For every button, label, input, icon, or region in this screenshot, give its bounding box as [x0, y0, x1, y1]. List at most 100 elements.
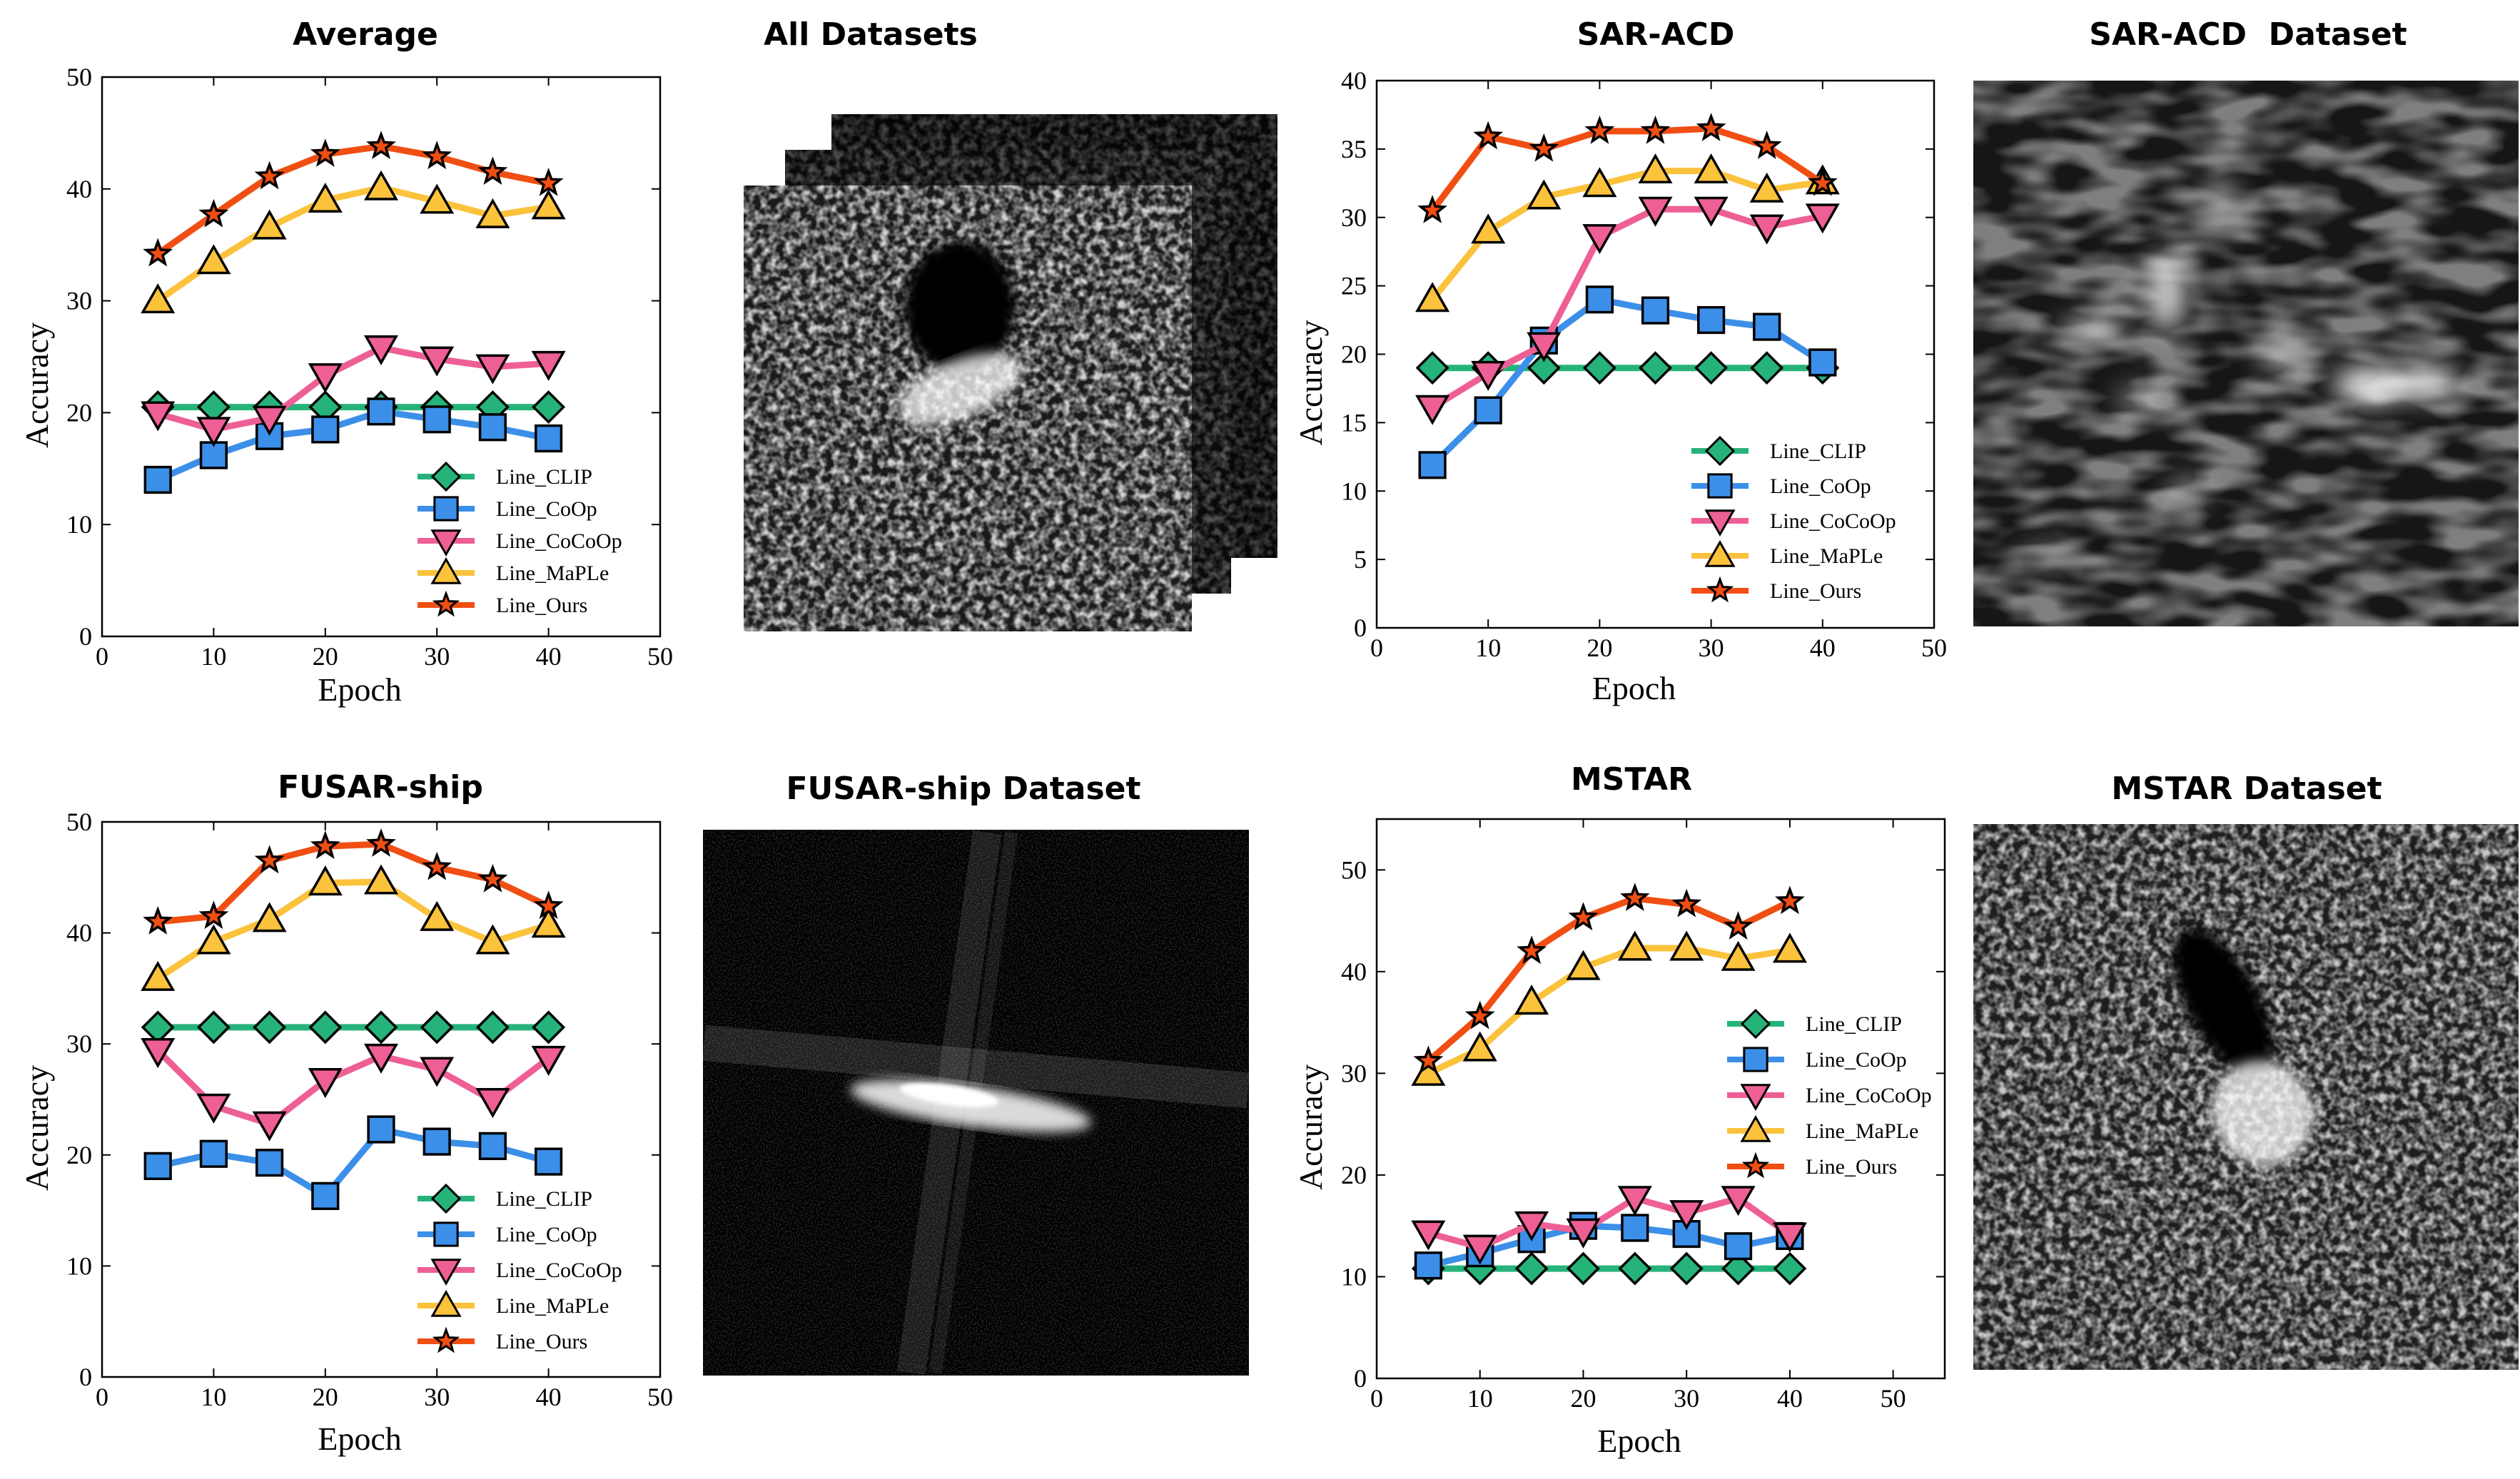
data-point-line-ours — [310, 138, 340, 167]
data-point-line-coop — [535, 424, 563, 453]
data-point-line-maple — [141, 283, 176, 314]
image-title-mstar: MSTAR Dataset — [2111, 771, 2382, 807]
y-tick-label: 30 — [1341, 203, 1367, 232]
data-point-line-ours — [254, 845, 285, 874]
legend-marker-line-coop — [1707, 473, 1733, 499]
data-point-line-clip — [1566, 1251, 1600, 1286]
x-tick-label: 0 — [96, 642, 108, 671]
y-tick-label: 15 — [1341, 408, 1367, 437]
data-point-line-cocoop — [252, 1111, 287, 1142]
data-point-line-clip — [1694, 351, 1729, 385]
image-panel-sar-acd: SAR-ACD Dataset — [1973, 16, 2519, 626]
y-tick-label: 20 — [1341, 340, 1367, 369]
data-point-line-clip — [364, 1010, 398, 1045]
data-point-line-coop — [1724, 1232, 1753, 1261]
data-point-line-clip — [141, 1010, 175, 1045]
legend-marker-line-maple — [430, 556, 462, 584]
fusar-ship-image — [702, 830, 1250, 1376]
data-point-line-ours — [254, 161, 285, 190]
data-point-line-maple — [1669, 930, 1704, 961]
data-point-line-ours — [366, 828, 396, 857]
image-title-all-datasets: All Datasets — [764, 16, 978, 53]
data-point-line-ours — [1619, 883, 1650, 911]
legend-label-line-cocoop: Line_CoCoOp — [1806, 1084, 1932, 1107]
legend-label-line-cocoop: Line_CoCoOp — [496, 1259, 622, 1282]
x-tick-label: 50 — [647, 1383, 673, 1411]
data-point-line-cocoop — [196, 1093, 231, 1124]
series-line-cocoop — [1411, 1186, 1807, 1265]
data-point-line-coop — [478, 1132, 507, 1160]
data-point-line-clip — [1618, 1251, 1652, 1286]
legend: Line_CLIP Line_CoOp Line_CoCoOp Line_MaPLe L… — [1691, 435, 1896, 603]
data-point-line-cocoop — [531, 350, 566, 381]
data-point-line-coop — [1414, 1251, 1442, 1280]
data-point-line-clip — [253, 1010, 287, 1045]
data-point-line-coop — [1808, 348, 1837, 377]
data-point-line-cocoop — [1566, 1218, 1601, 1249]
legend-marker-line-maple — [1740, 1114, 1771, 1142]
series-line-coop — [143, 1115, 563, 1210]
data-point-line-coop — [255, 1149, 284, 1177]
data-point-line-cocoop — [1617, 1186, 1652, 1216]
data-point-line-ours — [1529, 133, 1559, 162]
y-tick-label: 20 — [66, 1141, 92, 1169]
legend-marker-line-coop — [433, 496, 459, 522]
data-point-line-maple — [196, 244, 231, 275]
data-point-line-cocoop — [141, 401, 176, 432]
data-point-line-cocoop — [1514, 1211, 1549, 1241]
x-tick-label: 50 — [647, 642, 673, 671]
data-point-line-maple — [196, 924, 231, 955]
legend-label-line-ours: Line_Ours — [1770, 579, 1861, 603]
x-tick-label: 20 — [1570, 1384, 1596, 1413]
data-point-line-maple — [531, 908, 566, 938]
image-title-fusar-ship: FUSAR-ship Dataset — [786, 771, 1140, 807]
legend-label-line-ours: Line_Ours — [1806, 1155, 1897, 1179]
series-line-cocoop — [141, 1038, 566, 1142]
legend-marker-line-cocoop — [430, 1259, 462, 1286]
legend-marker-line-clip — [1740, 1008, 1771, 1040]
x-tick-label: 10 — [201, 1383, 226, 1411]
data-point-line-coop — [143, 1152, 172, 1180]
legend-label-line-coop: Line_CoOp — [1806, 1048, 1907, 1072]
data-point-line-cocoop — [1638, 196, 1673, 227]
data-point-line-cocoop — [1721, 1186, 1756, 1216]
legend-marker-line-ours — [1741, 1152, 1770, 1179]
data-point-line-cocoop — [1772, 1222, 1807, 1253]
data-point-line-ours — [1671, 888, 1702, 918]
y-tick-label: 0 — [79, 622, 92, 651]
x-tick-label: 40 — [1777, 1384, 1803, 1413]
legend-marker-line-cocoop — [1704, 509, 1736, 537]
data-point-line-ours — [1696, 113, 1726, 141]
legend: Line_CLIP Line_CoOp Line_CoCoOp Line_MaPLe L… — [1727, 1008, 1932, 1179]
x-axis-label: Epoch — [318, 1420, 402, 1457]
data-point-line-cocoop — [1749, 214, 1784, 245]
y-tick-label: 0 — [1354, 614, 1367, 642]
data-point-line-cocoop — [363, 1043, 399, 1074]
data-point-line-cocoop — [1694, 196, 1729, 227]
legend-marker-line-ours — [1706, 576, 1734, 603]
legend-label-line-clip: Line_CLIP — [1770, 439, 1866, 463]
data-point-line-clip — [1773, 1251, 1807, 1286]
plot-frame — [1375, 818, 1946, 1380]
data-point-line-maple — [1772, 932, 1807, 963]
series-line-ours — [143, 131, 564, 267]
data-point-line-cocoop — [531, 1045, 566, 1076]
series-line-maple — [1415, 153, 1840, 312]
data-point-line-maple — [1721, 940, 1756, 971]
data-point-line-ours — [198, 198, 229, 228]
x-tick-label: 20 — [313, 642, 338, 671]
x-tick-label: 0 — [1370, 634, 1383, 662]
series-line-ours — [1413, 883, 1805, 1074]
y-tick-label: 40 — [66, 919, 92, 947]
legend-marker-line-coop — [1743, 1047, 1768, 1072]
x-tick-label: 30 — [1674, 1384, 1699, 1413]
data-point-line-maple — [1471, 213, 1506, 244]
data-point-line-ours — [1464, 1000, 1495, 1030]
x-tick-label: 40 — [536, 1383, 562, 1411]
y-axis-label: Accuracy — [19, 1065, 55, 1191]
data-point-line-coop — [311, 1181, 340, 1210]
legend-label-line-cocoop: Line_CoCoOp — [1770, 509, 1896, 533]
data-point-line-cocoop — [196, 417, 231, 447]
y-tick-label: 5 — [1354, 545, 1367, 574]
data-point-line-clip — [420, 1010, 454, 1045]
